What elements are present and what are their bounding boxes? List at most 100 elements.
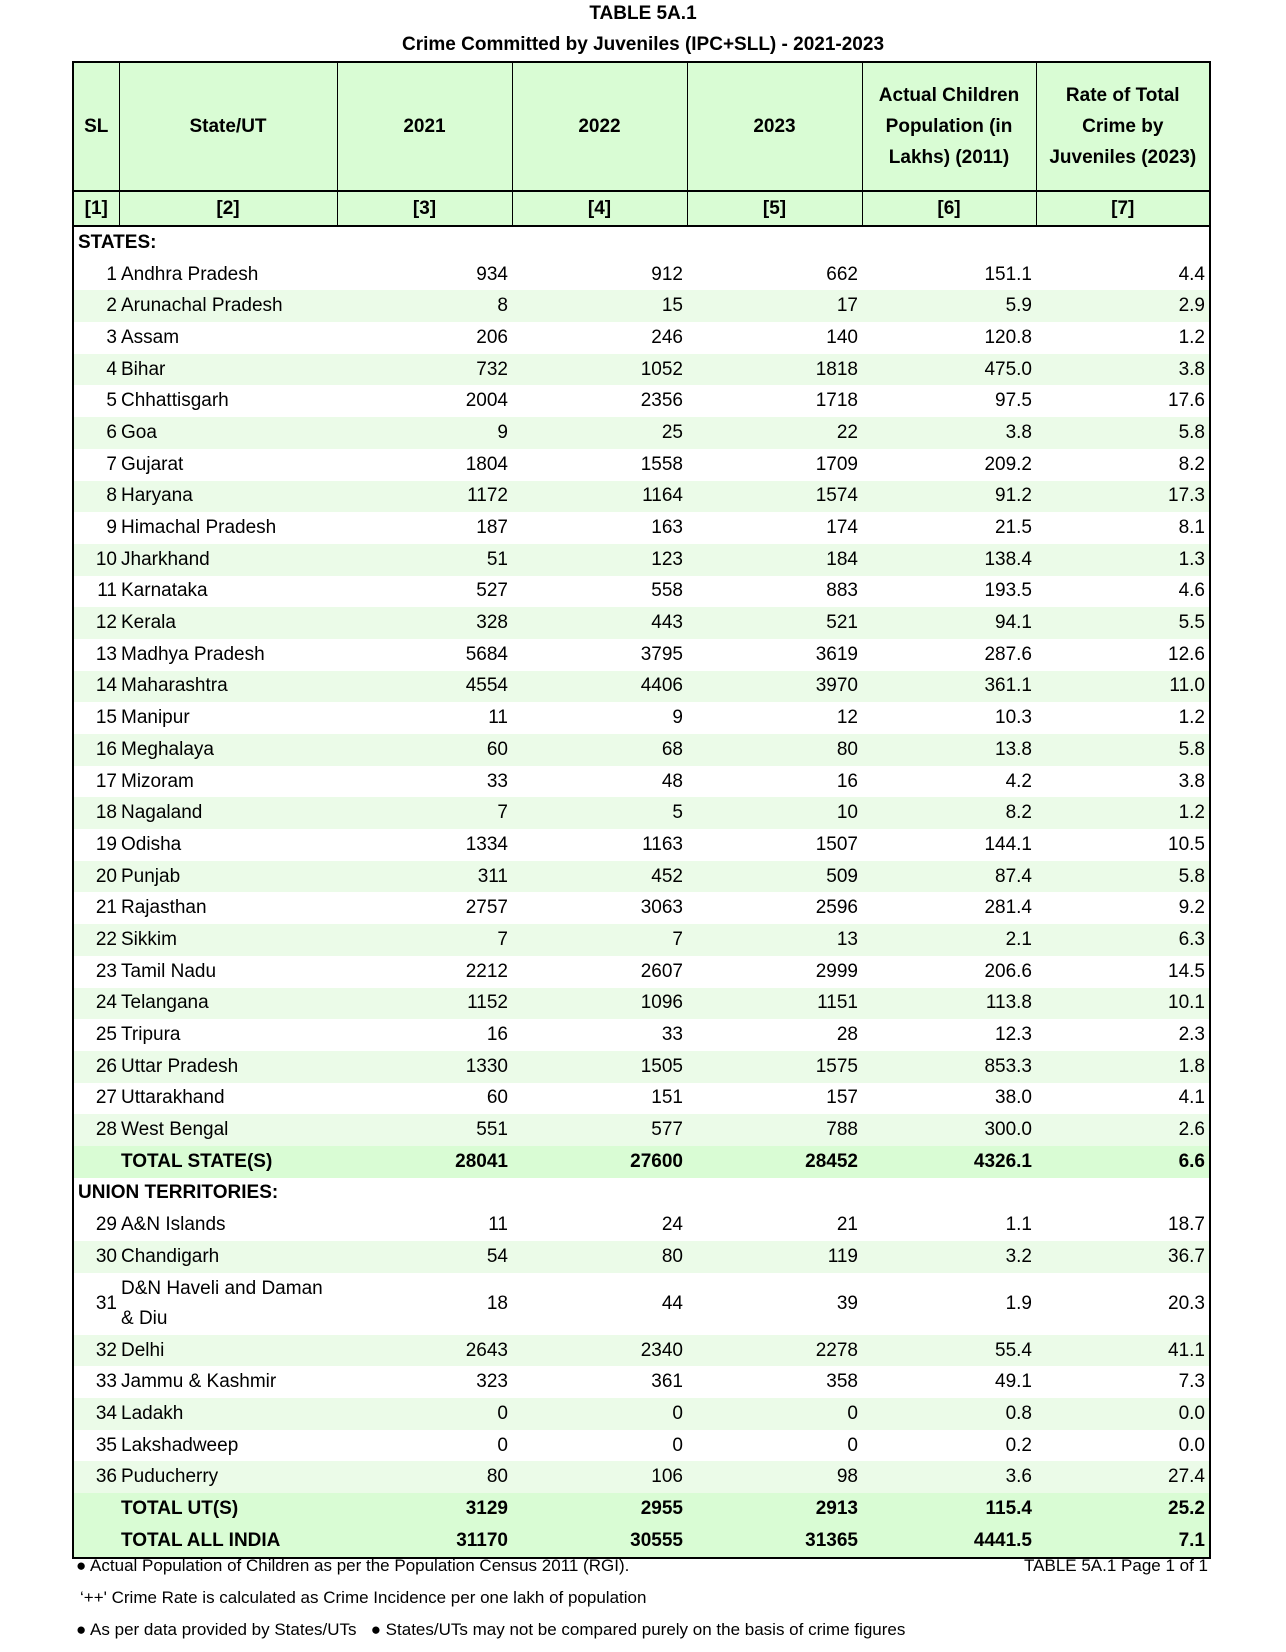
value-rate: 1.3 — [1036, 543, 1210, 576]
value-2022: 151 — [651, 1087, 683, 1109]
value-population: 475.0 — [862, 353, 1036, 386]
value-2023: 174 — [826, 517, 858, 539]
value-rate: 1.8 — [1036, 1050, 1210, 1083]
value-2022: 15 — [512, 290, 687, 323]
value-population: 151.1 — [984, 263, 1032, 285]
table-row: 31 D&N Haveli and Daman & Diu 18 44 39 1.9 20.… — [73, 1273, 1210, 1335]
table-row: 16 Meghalaya 60 68 80 13.8 5.8 — [73, 734, 1210, 766]
state-name: Madhya Pradesh — [121, 643, 265, 665]
value-2023: 119 — [687, 1241, 862, 1273]
value-2023: 3970 — [687, 670, 862, 703]
value-population: 300.0 — [862, 1114, 1036, 1146]
table-row: 29 A&N Islands 11 24 21 1.1 18.7 — [73, 1209, 1210, 1241]
sl-number: 30 — [73, 1241, 119, 1273]
value-population: 8.2 — [862, 797, 1036, 830]
sl-number: 20 — [73, 860, 119, 893]
value-2021: 551 — [337, 1114, 512, 1146]
table-row: 19 Odisha 1334 1163 1507 144.1 10.5 — [73, 829, 1210, 861]
table-row: 36 Puducherry 80 106 98 3.6 27.4 — [73, 1461, 1210, 1494]
value-population: 1.1 — [1005, 1214, 1032, 1236]
footnote-population: ● Actual Population of Children as per t… — [76, 1556, 630, 1575]
value-2023: 1574 — [687, 480, 862, 513]
value-rate: 1.2 — [1178, 326, 1205, 348]
sl-number: 31 — [95, 1292, 117, 1314]
value-rate: 17.3 — [1036, 480, 1210, 513]
value-population: 138.4 — [862, 543, 1036, 576]
sl-number: 34 — [73, 1398, 119, 1430]
value-2023: 2278 — [687, 1334, 862, 1367]
value-2021: 60 — [337, 734, 512, 766]
value-2022: 7 — [512, 924, 687, 956]
section-header-row: STATES: — [73, 226, 1210, 259]
total-label: TOTAL STATE(S) — [119, 1145, 337, 1178]
value-population: 113.8 — [862, 987, 1036, 1020]
table-row: 34 Ladakh 0 0 0 0.8 0.0 — [73, 1398, 1210, 1430]
value-2023: 0 — [687, 1398, 862, 1430]
value-2023: 28452 — [687, 1145, 862, 1178]
value-population: 38.0 — [995, 1087, 1032, 1109]
state-name: Karnataka — [121, 580, 208, 602]
value-2022: 558 — [651, 580, 683, 602]
value-2023: 1709 — [815, 453, 858, 475]
value-rate: 1.2 — [1036, 797, 1210, 830]
table-row: 13 Madhya Pradesh 5684 3795 3619 287.6 12.6 — [73, 639, 1210, 671]
table-row: 8 Haryana 1172 1164 1574 91.2 17.3 — [73, 480, 1210, 513]
value-2022: 4406 — [512, 670, 687, 703]
table-row: 17 Mizoram 33 48 16 4.2 3.8 — [73, 766, 1210, 798]
value-2023: 21 — [836, 1214, 858, 1236]
state-name: Haryana — [119, 480, 337, 513]
value-2021: 7 — [337, 797, 512, 830]
value-population: 193.5 — [984, 580, 1032, 602]
state-name: D&N Haveli and Daman & Diu — [121, 1277, 323, 1329]
header-2022: 2022 — [511, 61, 688, 192]
value-rate: 4.1 — [1178, 1087, 1205, 1109]
value-rate: 0.0 — [1036, 1398, 1210, 1430]
header-population: Actual Children Population (in Lakhs) (2… — [861, 61, 1037, 192]
state-name: Tripura — [121, 1024, 181, 1046]
value-population: 10.3 — [995, 707, 1032, 729]
value-2023: 184 — [687, 543, 862, 576]
sl-number: 33 — [95, 1371, 117, 1393]
value-2021: 11 — [488, 707, 508, 729]
sl-number: 14 — [73, 670, 119, 703]
col-index: [2] — [118, 190, 338, 227]
value-population: 4441.5 — [862, 1524, 1036, 1558]
value-population: 55.4 — [862, 1334, 1036, 1367]
value-rate: 25.2 — [1036, 1493, 1210, 1525]
col-index: [4] — [511, 190, 688, 227]
header-2023: 2023 — [686, 61, 863, 192]
value-rate: 5.8 — [1036, 734, 1210, 766]
value-population: 49.1 — [995, 1371, 1032, 1393]
state-name: Puducherry — [119, 1461, 337, 1494]
value-2023: 98 — [687, 1461, 862, 1494]
value-rate: 11.0 — [1036, 670, 1210, 703]
value-rate: 2.9 — [1036, 290, 1210, 323]
value-2023: 80 — [687, 734, 862, 766]
value-2021: 311 — [337, 860, 512, 893]
footnote-crime-rate: ‘++' Crime Rate is calculated as Crime I… — [80, 1588, 647, 1607]
value-2022: 106 — [512, 1461, 687, 1494]
state-name: Sikkim — [119, 924, 337, 956]
value-rate: 41.1 — [1036, 1334, 1210, 1367]
value-2022: 3795 — [640, 643, 683, 665]
state-name: Bihar — [119, 353, 337, 386]
table-row: 11 Karnataka 527 558 883 193.5 4.6 — [73, 576, 1210, 608]
value-2021: 31170 — [337, 1524, 512, 1558]
table-row: 7 Gujarat 1804 1558 1709 209.2 8.2 — [73, 449, 1210, 481]
table-row: 6 Goa 9 25 22 3.8 5.8 — [73, 417, 1210, 449]
sl-number: 19 — [95, 833, 117, 855]
value-2023: 28 — [836, 1024, 858, 1046]
sl-number: 2 — [73, 290, 119, 323]
empty-cell — [73, 1145, 119, 1178]
value-2022: 443 — [512, 607, 687, 639]
sl-number: 32 — [73, 1334, 119, 1367]
value-2022: 9 — [672, 707, 683, 729]
value-rate: 3.8 — [1036, 353, 1210, 386]
value-2022: 577 — [512, 1114, 687, 1146]
value-population: 1.9 — [1005, 1292, 1032, 1314]
table-row: 27 Uttarakhand 60 151 157 38.0 4.1 — [73, 1083, 1210, 1115]
state-name: Maharashtra — [119, 670, 337, 703]
state-name: Arunachal Pradesh — [119, 290, 337, 323]
table-row: 26 Uttar Pradesh 1330 1505 1575 853.3 1.8 — [73, 1050, 1210, 1083]
state-name: Jharkhand — [119, 543, 337, 576]
